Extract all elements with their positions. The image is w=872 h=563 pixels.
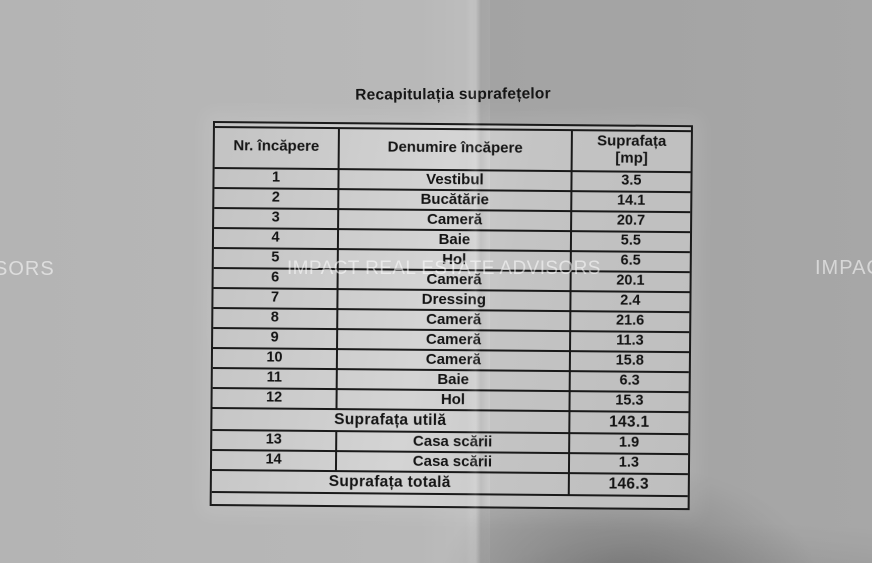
header-area-line1: Suprafața <box>597 132 667 150</box>
cell-nr: 2 <box>214 187 339 209</box>
cell-nr: 7 <box>213 287 338 309</box>
cell-nr: 10 <box>212 347 338 369</box>
watermark-center: IMPACT REAL ESTATE ADVISORS <box>287 258 601 279</box>
cell-area: 1.3 <box>568 452 689 474</box>
table-body: 1 Vestibul 3.5 2 Bucătărie 14.1 3 Cameră 20.7 4 Ba… <box>211 167 691 496</box>
cell-name: Baie <box>336 368 570 391</box>
cell-area: 14.1 <box>570 190 691 212</box>
cell-area: 5.5 <box>570 230 691 252</box>
cell-name: Cameră <box>337 308 571 331</box>
cell-area: 1.9 <box>568 432 689 454</box>
cell-name: Hol <box>336 388 570 411</box>
cell-nr: 1 <box>214 167 339 189</box>
header-area: Suprafața [mp] <box>571 130 691 172</box>
document-title: Recapitulația suprafețelor <box>355 85 551 104</box>
cell-area: 2.4 <box>570 290 690 312</box>
header-name: Denumire încăpere <box>338 128 572 171</box>
surfaces-table-frame: Nr. încăpere Denumire încăpere Suprafața… <box>209 121 693 510</box>
cell-nr: 8 <box>213 307 338 329</box>
cell-area: 20.7 <box>570 210 691 232</box>
cell-name: Casa scării <box>336 450 569 473</box>
watermark-left: SORS <box>0 258 55 280</box>
cell-name: Dressing <box>337 288 571 311</box>
cell-nr: 4 <box>213 227 339 249</box>
cell-area: 143.1 <box>569 410 689 434</box>
cell-area: 3.5 <box>571 170 691 192</box>
cell-name: Baie <box>337 228 571 251</box>
cell-area: 21.6 <box>569 310 690 332</box>
cell-area: 11.3 <box>569 330 690 352</box>
table-row: Suprafața totală 146.3 <box>211 469 688 496</box>
cell-area: 146.3 <box>568 472 688 496</box>
cell-nr: 11 <box>212 367 337 389</box>
cell-name: Cameră <box>337 328 570 351</box>
cell-name: Cameră <box>338 208 571 231</box>
header-area-line2: [mp] <box>615 149 648 167</box>
cell-name: Bucătărie <box>338 188 572 211</box>
header-nr: Nr. încăpere <box>214 127 340 169</box>
cell-area: 15.3 <box>569 390 689 412</box>
cell-nr: 9 <box>213 327 338 349</box>
cell-name: Vestibul <box>338 168 572 191</box>
cell-name: Cameră <box>336 348 570 371</box>
cell-name: Casa scării <box>336 430 570 453</box>
cell-summary-label: Suprafața totală <box>211 469 569 495</box>
cell-nr: 3 <box>214 207 339 229</box>
cell-nr: 14 <box>211 449 337 471</box>
cell-nr: 12 <box>212 387 337 409</box>
cell-area: 15.8 <box>569 350 690 372</box>
watermark-right: IMPAC <box>815 257 872 279</box>
cell-nr: 13 <box>212 429 337 451</box>
table-header-row: Nr. încăpere Denumire încăpere Suprafața… <box>214 127 691 172</box>
cell-area: 6.3 <box>569 370 689 392</box>
table-header: Nr. încăpere Denumire încăpere Suprafața… <box>214 127 691 172</box>
cell-summary-label: Suprafața utilă <box>212 407 570 433</box>
surfaces-table: Nr. încăpere Denumire încăpere Suprafața… <box>211 126 691 497</box>
